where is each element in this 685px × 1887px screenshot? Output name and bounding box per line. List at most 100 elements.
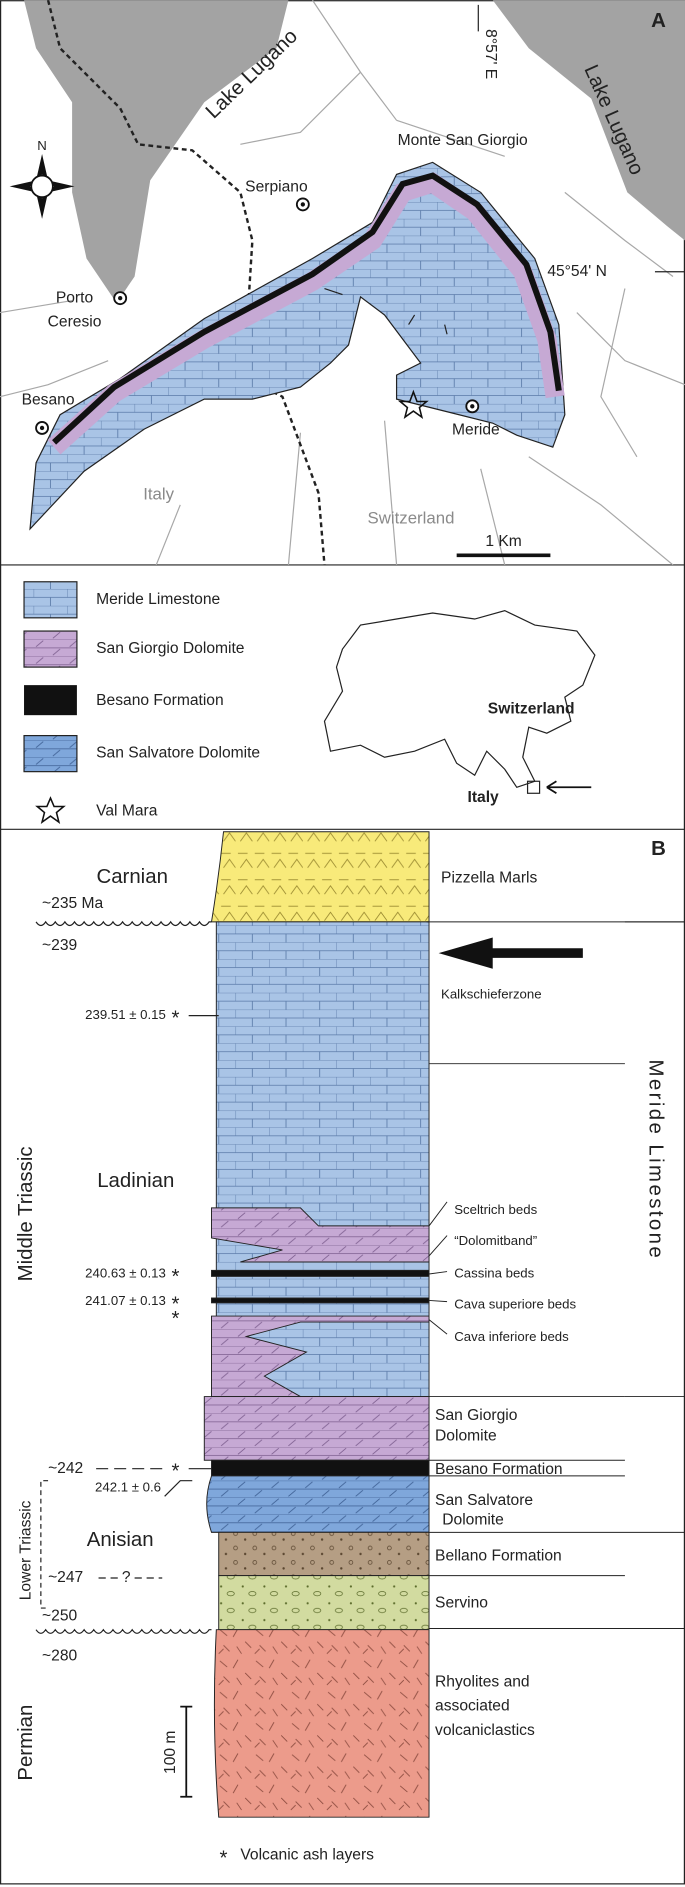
town-markers-part <box>39 425 45 431</box>
age-label: ~239 <box>42 937 77 954</box>
column-part <box>206 1475 430 1533</box>
border <box>46 0 326 565</box>
age-label: ~235 Ma <box>42 895 103 912</box>
country-label: Switzerland <box>368 509 455 528</box>
unit-label: Cava superiore beds <box>454 1297 576 1312</box>
ash-marker: * <box>171 1008 179 1030</box>
dip-symbol <box>324 287 448 335</box>
unit-label: Servino <box>435 1594 488 1611</box>
unconformity <box>35 1628 212 1634</box>
date-label: 240.63 ± 0.13 <box>85 1265 166 1280</box>
unconformity <box>35 920 212 927</box>
footnote: Volcanic ash layers <box>240 1847 374 1864</box>
unit-label: Cava inferiore beds <box>454 1329 569 1344</box>
compass-part <box>9 153 75 219</box>
column-part <box>210 831 430 923</box>
stage-label: Ladinian <box>97 1170 174 1192</box>
panel-label: A <box>651 10 666 32</box>
besano-outcrop <box>52 172 562 445</box>
period-label: Permian <box>15 1705 37 1781</box>
unit-label: Besano Formation <box>435 1461 563 1478</box>
kalkschiefer-arrow <box>438 937 583 969</box>
unit-label: Kalkschieferzone <box>441 987 542 1002</box>
ash-marker: * <box>171 1294 179 1316</box>
stage-label: Anisian <box>87 1529 154 1551</box>
formation-label: Meride Limestone <box>645 1059 667 1260</box>
ash-marker: * <box>171 1308 179 1330</box>
place-label: Meride <box>452 421 500 438</box>
country-label: Italy <box>143 485 174 504</box>
scale-bar <box>180 1705 193 1798</box>
unit-label: Bellano Formation <box>435 1548 562 1565</box>
column-part <box>211 1269 430 1277</box>
town-markers-part <box>300 202 306 207</box>
unit-label: “Dolomitband” <box>454 1233 537 1248</box>
panel-label: B <box>651 838 666 860</box>
date-label: 241.07 ± 0.13 <box>85 1293 166 1308</box>
inset-label: Italy <box>467 789 499 806</box>
unit-label: San Salvatore <box>435 1492 533 1509</box>
column-part <box>218 1531 430 1577</box>
legend-swatch <box>23 734 78 773</box>
legend-swatch <box>24 685 77 716</box>
lake <box>24 0 289 303</box>
unit-label: volcaniclastics <box>435 1722 535 1739</box>
san-giorgio-outcrop <box>47 172 565 455</box>
compass-label: N <box>37 138 47 153</box>
unit-label: Rhyolites and <box>435 1674 530 1691</box>
age-label: ~250 <box>42 1608 77 1625</box>
legend-label: San Salvatore Dolomite <box>96 745 260 762</box>
ash-marker: * <box>171 1266 179 1288</box>
column-part <box>211 1207 430 1263</box>
stage-label: Carnian <box>96 866 167 888</box>
unit-label: Dolomite <box>435 1427 497 1444</box>
inset-box <box>526 780 541 794</box>
legend-label: Meride Limestone <box>96 591 220 608</box>
latitude: 45°54' N <box>547 263 607 280</box>
place-label: Monte San Giorgio <box>398 132 528 149</box>
inset-outline <box>323 609 596 788</box>
legend-star <box>35 796 66 824</box>
unit-label: Dolomite <box>442 1511 504 1528</box>
column-part <box>211 1297 430 1304</box>
legend-label: San Giorgio Dolomite <box>96 640 244 657</box>
scale-label: 1 Km <box>485 533 521 550</box>
date-label: 239.51 ± 0.15 <box>85 1007 166 1022</box>
place-label: Porto <box>56 289 94 306</box>
town-markers-part <box>118 295 123 301</box>
age-label: ~280 <box>42 1647 77 1664</box>
unit-label: San Giorgio <box>435 1407 518 1424</box>
ash-marker: * <box>171 1461 179 1483</box>
compass <box>9 153 75 219</box>
longitude: 8°57' E <box>482 29 499 79</box>
val-mara-star <box>398 389 429 420</box>
unit-label: associated <box>435 1698 510 1715</box>
bracket <box>40 1480 49 1609</box>
town-markers-part <box>470 404 475 409</box>
column <box>203 831 430 1818</box>
column-part <box>203 1396 430 1461</box>
ash-marker: * <box>220 1848 228 1870</box>
unit-label: Cassina beds <box>454 1265 534 1280</box>
unit-leader <box>426 921 685 1629</box>
legend-label: Val Mara <box>96 802 158 819</box>
legend-swatch <box>23 630 78 668</box>
meride-limestone-outcrop <box>29 161 566 531</box>
date-leader <box>164 1015 219 1497</box>
place-label: Serpiano <box>245 179 308 196</box>
inset-label: Switzerland <box>488 700 575 717</box>
map: Lake Lugano Lake Lugano 8°57' E 45°54' N… <box>0 0 685 565</box>
inset-arrow <box>546 780 592 795</box>
unit-leader-part <box>428 1201 448 1335</box>
column-part <box>211 1459 430 1477</box>
place-label: Ceresio <box>48 313 102 330</box>
period-label: Lower Triassic <box>18 1500 35 1600</box>
legend-swatch <box>23 581 78 619</box>
period-label: Middle Triassic <box>15 1146 37 1281</box>
age-label: ? <box>122 1569 131 1586</box>
age-label: ~247 <box>48 1569 83 1586</box>
